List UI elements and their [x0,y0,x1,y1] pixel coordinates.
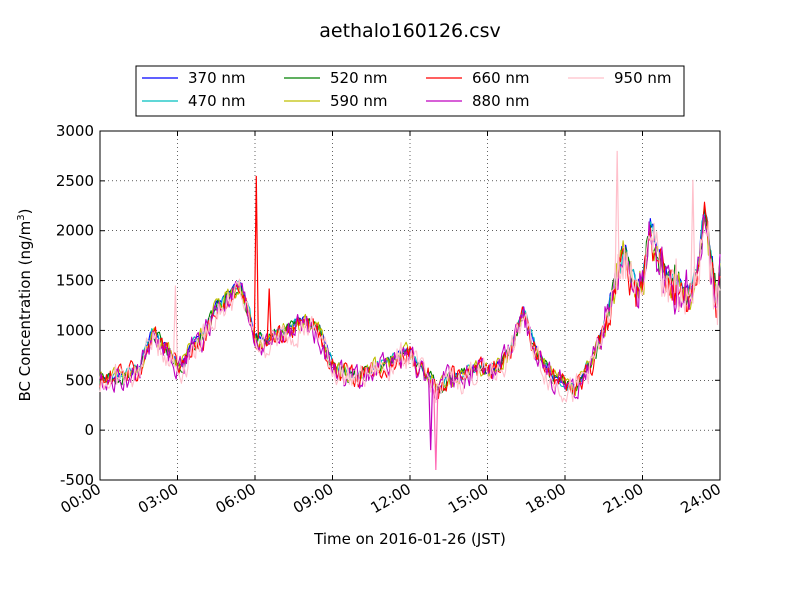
series-line-520 [99,207,721,395]
legend-label: 370 nm [188,69,246,87]
x-tick-label: 24:00 [678,480,724,517]
series-spike [266,288,272,341]
legend-box [135,65,685,117]
legend-entry-520: 520 nm [284,69,388,87]
ticks [99,130,721,481]
legend-entry-950: 950 nm [568,69,672,87]
y-axis-label-superscript: 3 [16,214,27,220]
y-axis-label-close: ) [16,209,34,215]
series-lines [99,150,721,471]
y-tick-label: 1000 [56,321,94,339]
legend-label: 880 nm [472,92,530,110]
series-line-370 [99,209,721,394]
chart-title: aethalo160126.csv [319,20,501,42]
y-tick-label: 2000 [56,222,94,240]
series-spike [172,285,179,363]
x-tick-label: 06:00 [213,480,259,517]
series-spike [428,378,434,451]
x-axis-label: Time on 2016-01-26 (JST) [313,530,506,548]
legend-label: 470 nm [188,92,246,110]
series-spike [614,150,620,279]
series-spike [690,179,696,289]
x-tick-label: 21:00 [600,480,646,517]
x-tick-label: 09:00 [290,480,336,517]
x-tick-label: 12:00 [368,480,414,517]
legend-label: 590 nm [330,92,388,110]
x-tick-label: 03:00 [135,480,181,517]
series-spike [433,390,439,471]
x-tick-label: 15:00 [445,480,491,517]
x-tick-label: 18:00 [523,480,569,517]
y-tick-label: 1500 [56,272,94,290]
y-tick-label: 500 [65,371,94,389]
legend-label: 660 nm [472,69,530,87]
y-tick-label: 0 [84,421,94,439]
series-line-950 [99,220,721,404]
legend-entry-660: 660 nm [426,69,530,87]
legend-entry-590: 590 nm [284,92,388,110]
y-axis-label-main: BC Concentration (ng/m [16,221,34,402]
legend-entry-880: 880 nm [426,92,530,110]
legend-label: 520 nm [330,69,388,87]
y-tick-label: -500 [60,471,94,489]
legend-entry-470: 470 nm [142,92,246,110]
y-axis-label: BC Concentration (ng/m3) [16,209,34,402]
y-tick-label: 3000 [56,122,94,140]
legend-label: 950 nm [614,69,672,87]
legend-entry-370: 370 nm [142,69,246,87]
y-tick-label: 2500 [56,172,94,190]
grid [100,131,720,480]
legend: 370 nm 470 nm 520 nm 590 nm 660 nm 880 nm 950 … [135,65,685,117]
series-spike [253,175,259,339]
